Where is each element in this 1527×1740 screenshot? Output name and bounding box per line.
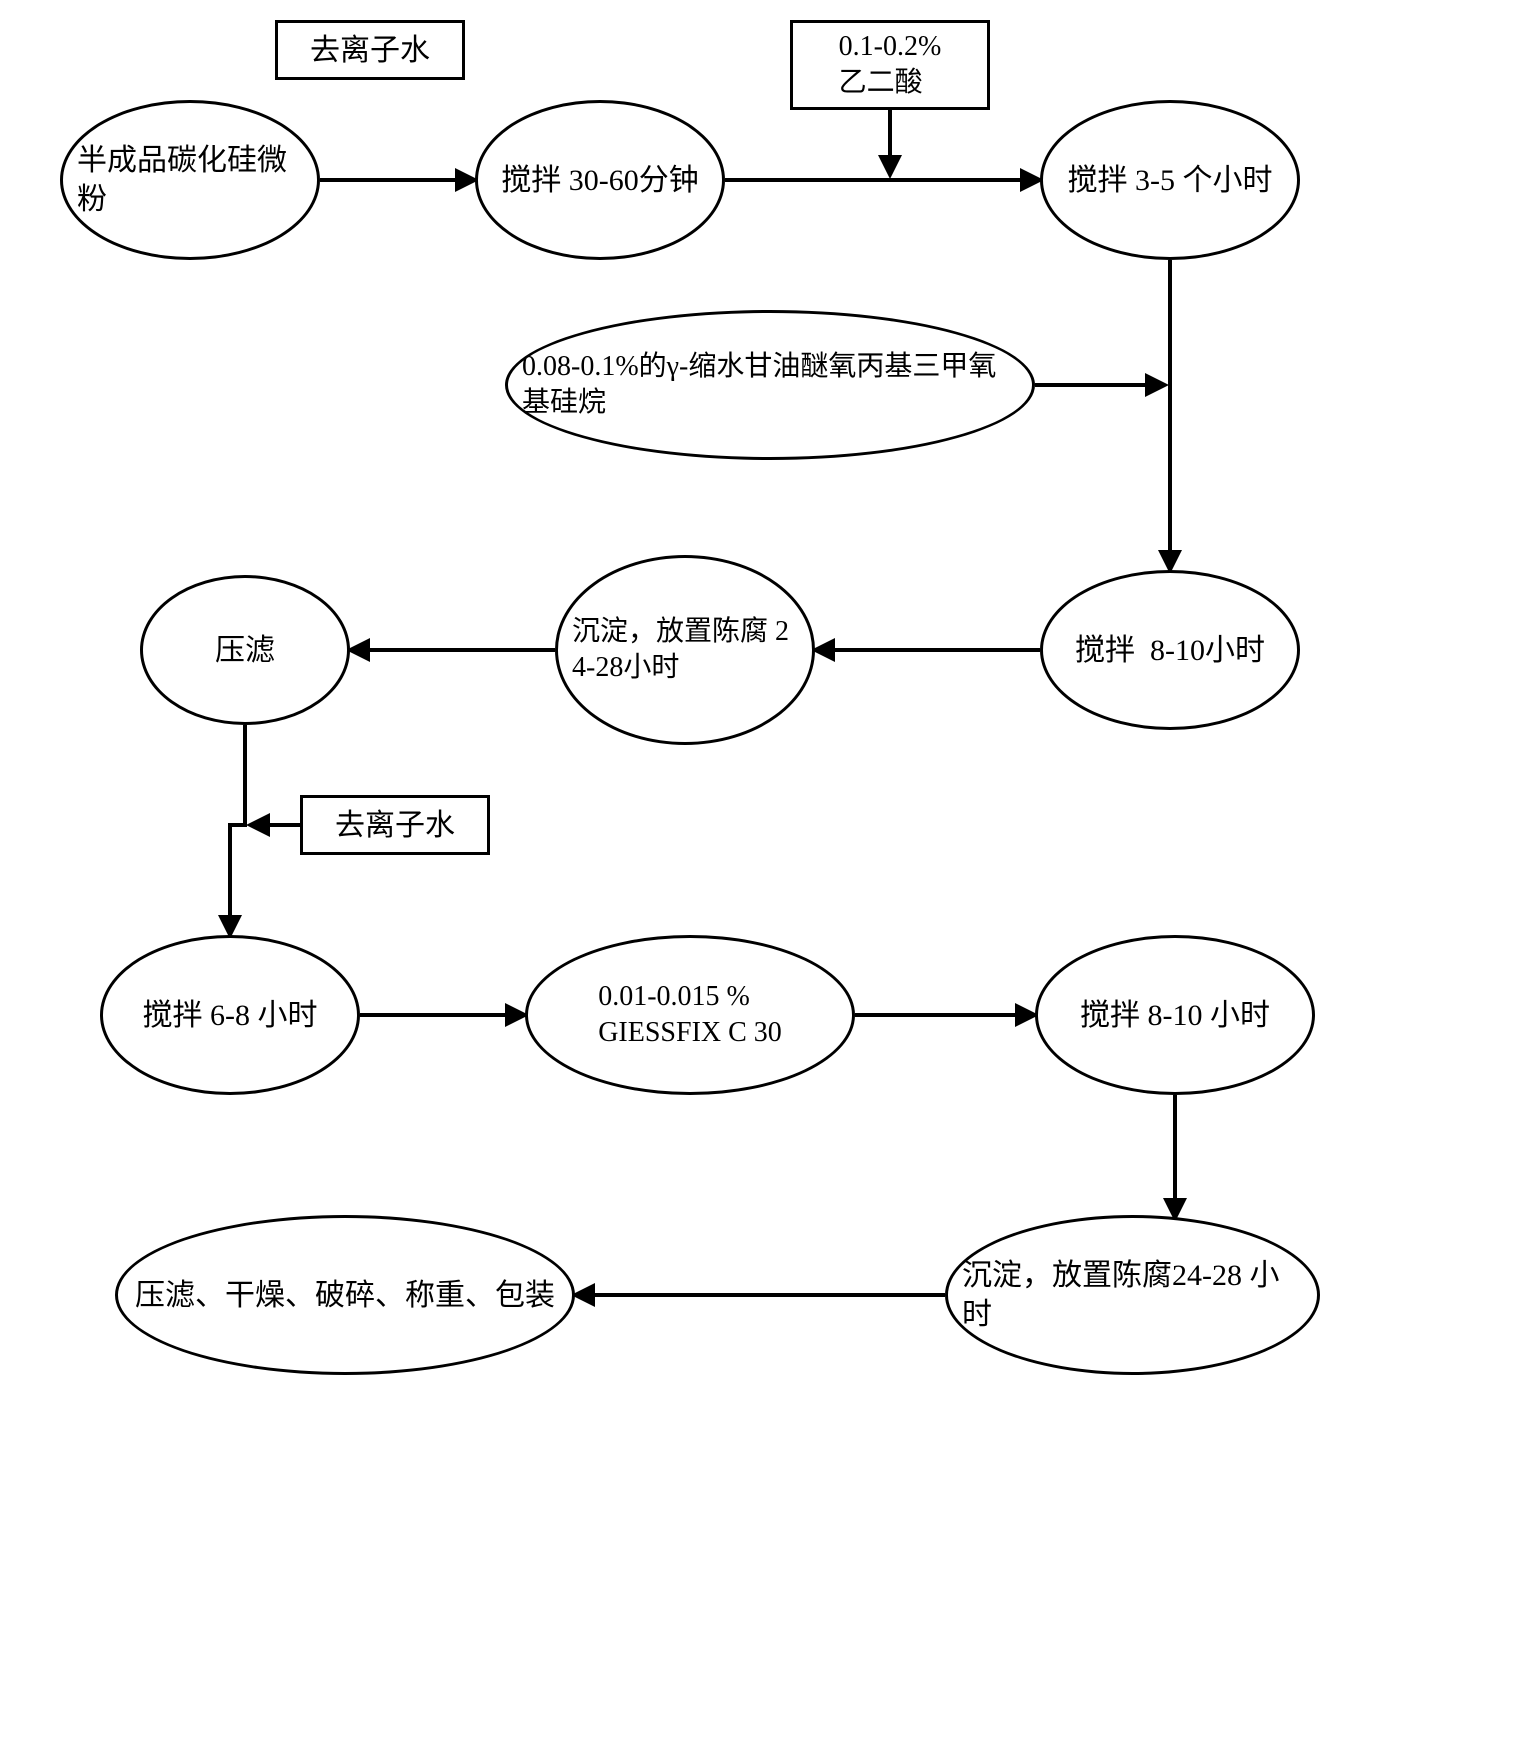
node-r2: 0.1-0.2% 乙二酸 <box>790 20 990 110</box>
node-label-n11: 沉淀，放置陈腐24-28 小时 <box>962 1256 1303 1334</box>
node-n7: 压滤 <box>140 575 350 725</box>
node-n4: 0.08-0.1%的γ-缩水甘油醚氧丙基三甲氧基硅烷 <box>505 310 1035 460</box>
flowchart-arrows <box>0 0 1527 1740</box>
node-label-n9: 0.01-0.015 % GIESSFIX C 30 <box>598 979 782 1052</box>
node-n10: 搅拌 8-10 小时 <box>1035 935 1315 1095</box>
node-label-r1: 去离子水 <box>310 31 430 70</box>
node-label-n3: 搅拌 3-5 个小时 <box>1068 161 1273 200</box>
node-n3: 搅拌 3-5 个小时 <box>1040 100 1300 260</box>
node-n6: 沉淀，放置陈腐 24-28小时 <box>555 555 815 745</box>
edge-n7-n8 <box>230 725 245 935</box>
node-label-n1: 半成品碳化硅微粉 <box>77 141 303 219</box>
node-n2: 搅拌 30-60分钟 <box>475 100 725 260</box>
node-r1: 去离子水 <box>275 20 465 80</box>
node-label-n4: 0.08-0.1%的γ-缩水甘油醚氧丙基三甲氧基硅烷 <box>522 349 1018 422</box>
node-label-n6: 沉淀，放置陈腐 24-28小时 <box>572 614 798 687</box>
node-label-n12: 压滤、干燥、破碎、称重、包装 <box>135 1276 555 1315</box>
node-n5: 搅拌 8-10小时 <box>1040 570 1300 730</box>
node-r3: 去离子水 <box>300 795 490 855</box>
node-n12: 压滤、干燥、破碎、称重、包装 <box>115 1215 575 1375</box>
node-label-r2: 0.1-0.2% 乙二酸 <box>839 29 942 102</box>
node-n11: 沉淀，放置陈腐24-28 小时 <box>945 1215 1320 1375</box>
node-n9: 0.01-0.015 % GIESSFIX C 30 <box>525 935 855 1095</box>
node-label-r3: 去离子水 <box>335 806 455 845</box>
node-n8: 搅拌 6-8 小时 <box>100 935 360 1095</box>
node-label-n5: 搅拌 8-10小时 <box>1075 631 1265 670</box>
node-label-n8: 搅拌 6-8 小时 <box>143 996 318 1035</box>
node-n1: 半成品碳化硅微粉 <box>60 100 320 260</box>
node-label-n7: 压滤 <box>215 631 275 670</box>
node-label-n2: 搅拌 30-60分钟 <box>501 161 699 200</box>
node-label-n10: 搅拌 8-10 小时 <box>1080 996 1270 1035</box>
